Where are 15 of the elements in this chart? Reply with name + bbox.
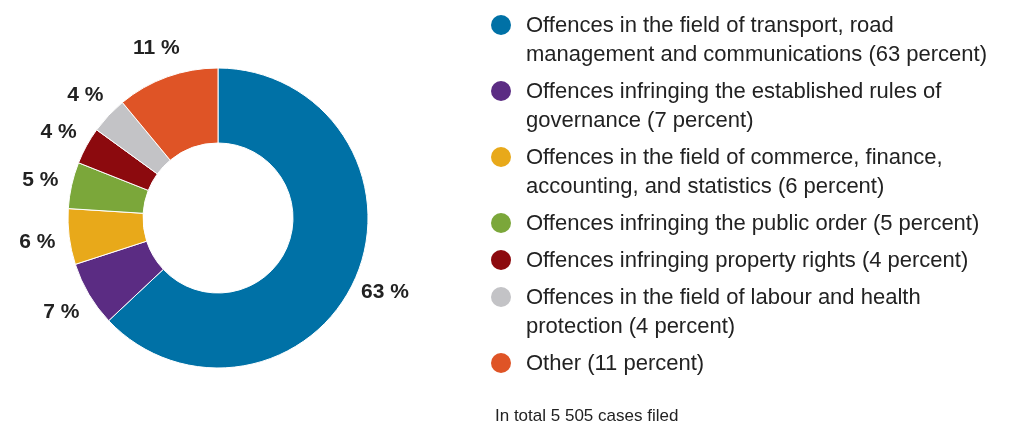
data-label: 7 % [43, 299, 80, 323]
text: In total 5 505 cases filed [495, 406, 679, 426]
data-label: 5 % [22, 166, 59, 190]
legend-label: Offences infringing the public order (5 percent) [526, 209, 980, 237]
data-label: 6 % [19, 229, 56, 253]
legend-label: Other (11 percent) [526, 349, 705, 377]
legend-label: Offences in the field of transport, road management and communications (63 percent) [526, 11, 989, 68]
data-label: 4 % [67, 81, 104, 105]
data-label: 63 % [361, 278, 410, 302]
data-label: 11 % [132, 35, 181, 59]
legend-label: Offences infringing property rights (4 percent) [526, 246, 969, 274]
legend-label: Offences infringing the established rules of governance (7 percent) [526, 77, 943, 134]
legend-label: Offences in the field of commerce, finance, accounting, and statistics (6 percent) [526, 143, 944, 200]
data-label: 4 % [40, 118, 77, 142]
legend-label: Offences in the field of labour and health protection (4 percent) [526, 283, 922, 340]
